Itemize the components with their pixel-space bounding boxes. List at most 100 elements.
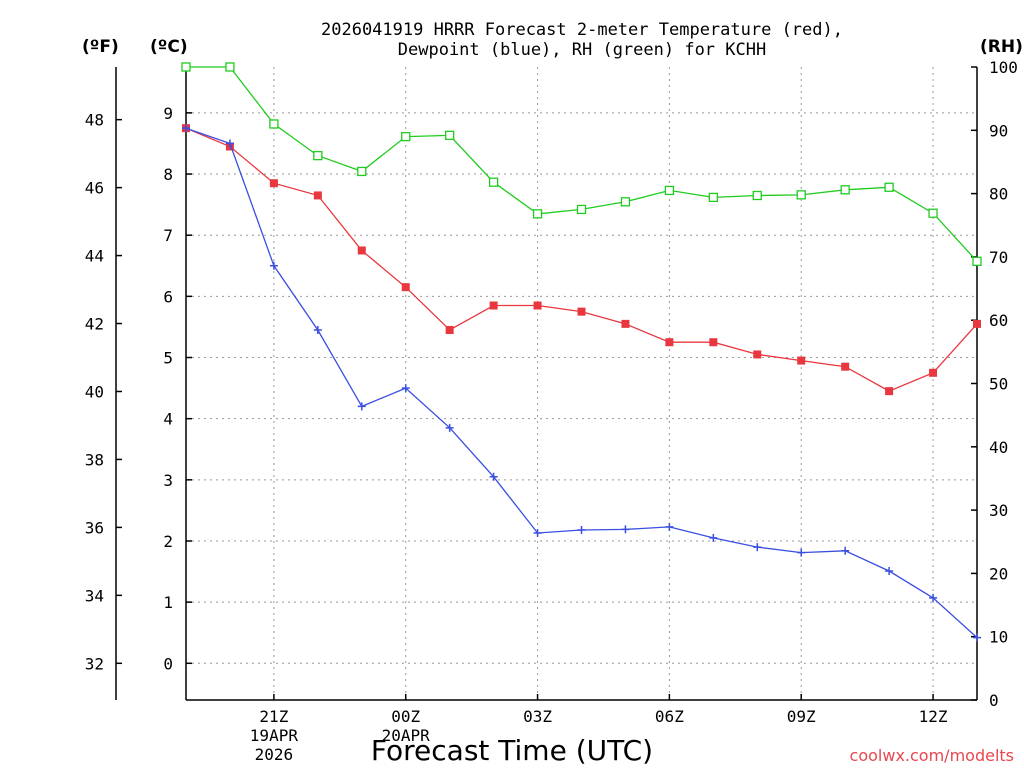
temperature-point [797,356,806,365]
rh-tick-label: 60 [989,311,1008,330]
rh-unit-label: (RH) [980,37,1023,57]
x-tick-label: 03Z [523,707,552,726]
rh-tick-label: 30 [989,501,1008,520]
dewpoint-point [445,423,454,432]
rh-tick-label: 20 [989,564,1008,583]
celsius-tick-label: 7 [163,226,173,245]
dewpoint-point [533,529,542,538]
rh-point [928,208,938,218]
series-temperature [182,124,981,396]
dewpoint-point [973,633,981,642]
rh-tick-label: 40 [989,438,1008,457]
x-tick-date-label: 20APR [382,726,431,745]
temperature-point [489,301,498,310]
fahrenheit-tick-label: 36 [85,518,104,537]
x-axis-label: Forecast Time (UTC) [371,734,653,767]
fahrenheit-tick-label: 46 [85,179,104,198]
rh-tick-label: 0 [989,691,999,710]
rh-point [401,131,411,142]
rh-point [488,177,499,187]
celsius-tick-label: 6 [163,287,173,306]
rh-point [357,166,367,177]
celsius-tick-label: 9 [163,104,173,123]
series-line-rh [186,66,978,262]
fahrenheit-tick-label: 42 [85,315,104,334]
celsius-tick-label: 8 [163,165,173,184]
series-line-temperature [185,127,978,392]
chart-title-line2: Dewpoint (blue), RH (green) for KCHH [398,40,766,60]
dewpoint-point [841,546,850,555]
temperature-point [577,307,586,316]
x-tick-label: 00Z [391,707,420,726]
rh-point [752,190,762,201]
temperature-point [753,350,762,359]
temperature-point [313,191,322,200]
temperature-point [973,319,981,328]
dewpoint-point [489,472,498,481]
fahrenheit-tick-label: 44 [85,247,104,266]
dewpoint-point [621,525,630,534]
grid-layer [186,67,977,700]
temperature-point [533,301,542,310]
dewpoint-point [269,261,278,270]
rh-point [225,62,235,72]
fahrenheit-unit-label: (ºF) [82,37,119,57]
rh-point [181,62,191,72]
celsius-tick-label: 3 [163,471,173,490]
temperature-point [709,338,718,347]
dewpoint-point [665,522,674,531]
dewpoint-point [357,402,366,411]
rh-tick-label: 70 [989,248,1008,267]
rh-point [796,190,806,200]
temperature-point [929,368,938,377]
series-layer [181,62,982,642]
series-dewpoint [182,124,981,642]
dewpoint-point [577,525,586,534]
dewpoint-point [225,139,234,148]
x-tick-label: 06Z [655,707,684,726]
x-tick-label: 12Z [919,707,948,726]
rh-tick-label: 80 [989,185,1008,204]
rh-point [313,150,323,161]
fahrenheit-tick-label: 38 [85,450,104,469]
dewpoint-point [797,548,806,557]
x-tick-label: 21Z [259,707,288,726]
celsius-tick-label: 0 [163,654,173,673]
dewpoint-point [929,593,938,602]
series-line-dewpoint [185,127,978,639]
dewpoint-point [313,325,322,334]
celsius-tick-label: 1 [163,593,173,612]
rh-point [840,185,850,195]
dewpoint-point [709,533,718,542]
x-tick-label: 09Z [787,707,816,726]
rh-point [884,182,894,192]
dewpoint-point [401,384,410,393]
labels-layer: 2026041919 HRRR Forecast 2-meter Tempera… [82,20,1023,767]
rh-tick-label: 90 [989,121,1008,140]
celsius-tick-label: 5 [163,349,173,368]
temperature-point [401,283,410,292]
axes-layer: 0123456789323436384042444648010203040506… [85,58,1018,764]
temperature-point [885,387,894,396]
temperature-point [445,325,454,334]
rh-point [532,209,543,219]
rh-point [708,192,718,203]
dewpoint-point [182,124,190,133]
rh-tick-label: 100 [989,58,1018,77]
rh-point [664,185,675,196]
fahrenheit-tick-label: 32 [85,654,104,673]
dewpoint-point [885,566,894,575]
rh-point [972,256,982,266]
celsius-unit-label: (ºC) [150,37,188,57]
temperature-point [269,179,278,188]
temperature-point [841,362,850,371]
rh-tick-label: 10 [989,628,1008,647]
x-tick-year-label: 2026 [255,745,294,764]
chart-title-line1: 2026041919 HRRR Forecast 2-meter Tempera… [321,20,843,40]
fahrenheit-tick-label: 40 [85,382,104,401]
credit-link[interactable]: coolwx.com/modelts [850,746,1014,765]
rh-point [576,204,587,215]
temperature-point [357,246,366,255]
fahrenheit-tick-label: 48 [85,111,104,130]
